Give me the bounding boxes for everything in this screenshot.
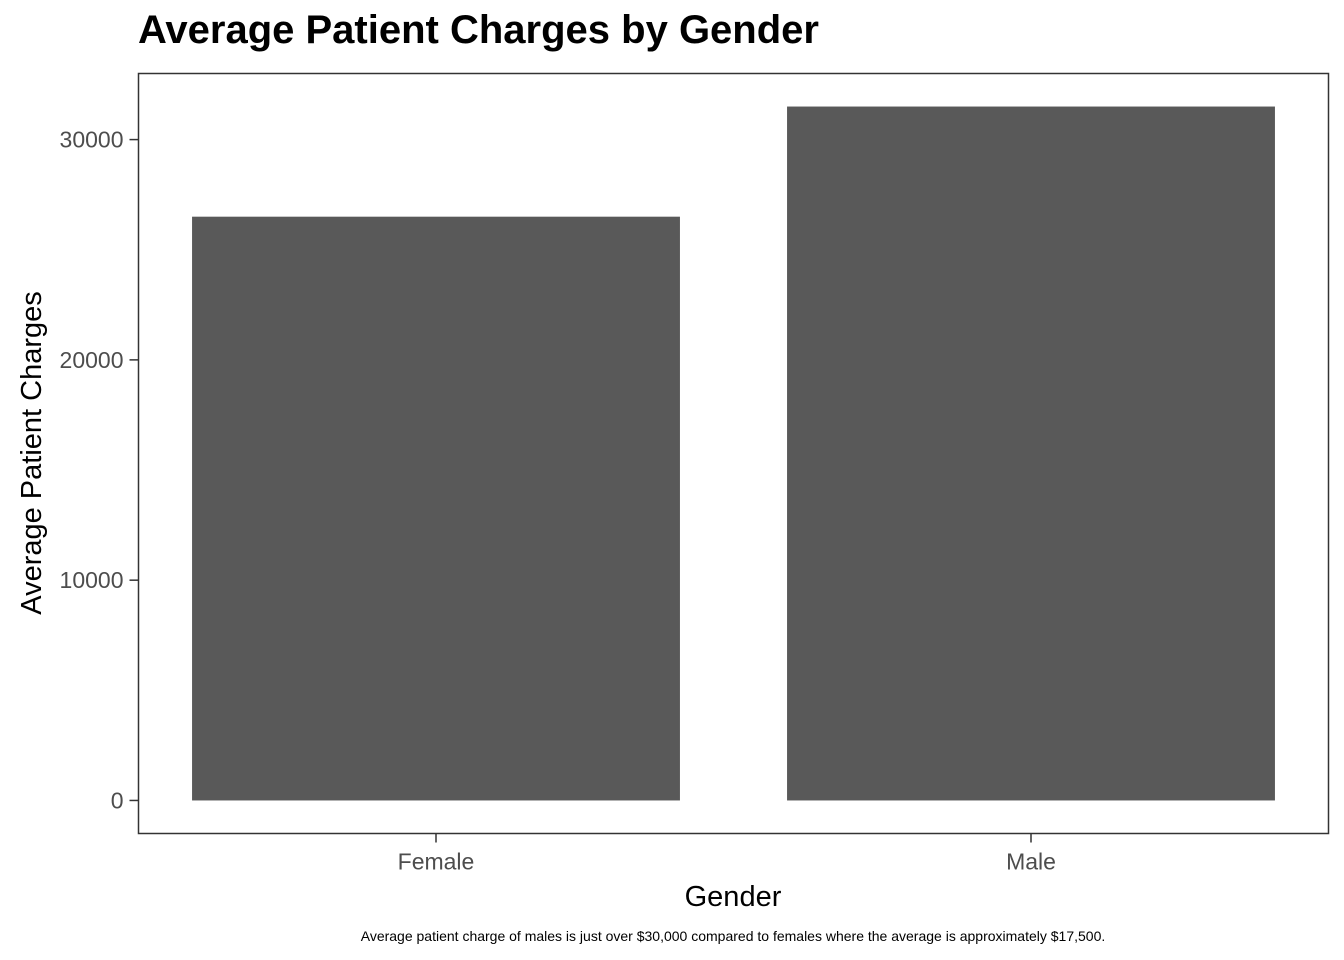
- plot-panel-border: [137, 72, 1330, 835]
- bar-male: [787, 106, 1275, 801]
- y-tick-label: 20000: [60, 347, 124, 373]
- bar-female: [192, 216, 680, 801]
- chart-caption: Average patient charge of males is just …: [360, 928, 1106, 944]
- y-tick-label: 0: [111, 787, 124, 813]
- y-axis-label: Average Patient Charges: [16, 291, 48, 615]
- y-tick-label: 30000: [60, 127, 124, 153]
- x-tick-label-male: Male: [1006, 849, 1056, 875]
- y-tick-label: 10000: [60, 567, 124, 593]
- chart-title: Average Patient Charges by Gender: [138, 8, 819, 52]
- x-tick-label-female: Female: [398, 849, 475, 875]
- x-axis-label: Gender: [685, 881, 782, 913]
